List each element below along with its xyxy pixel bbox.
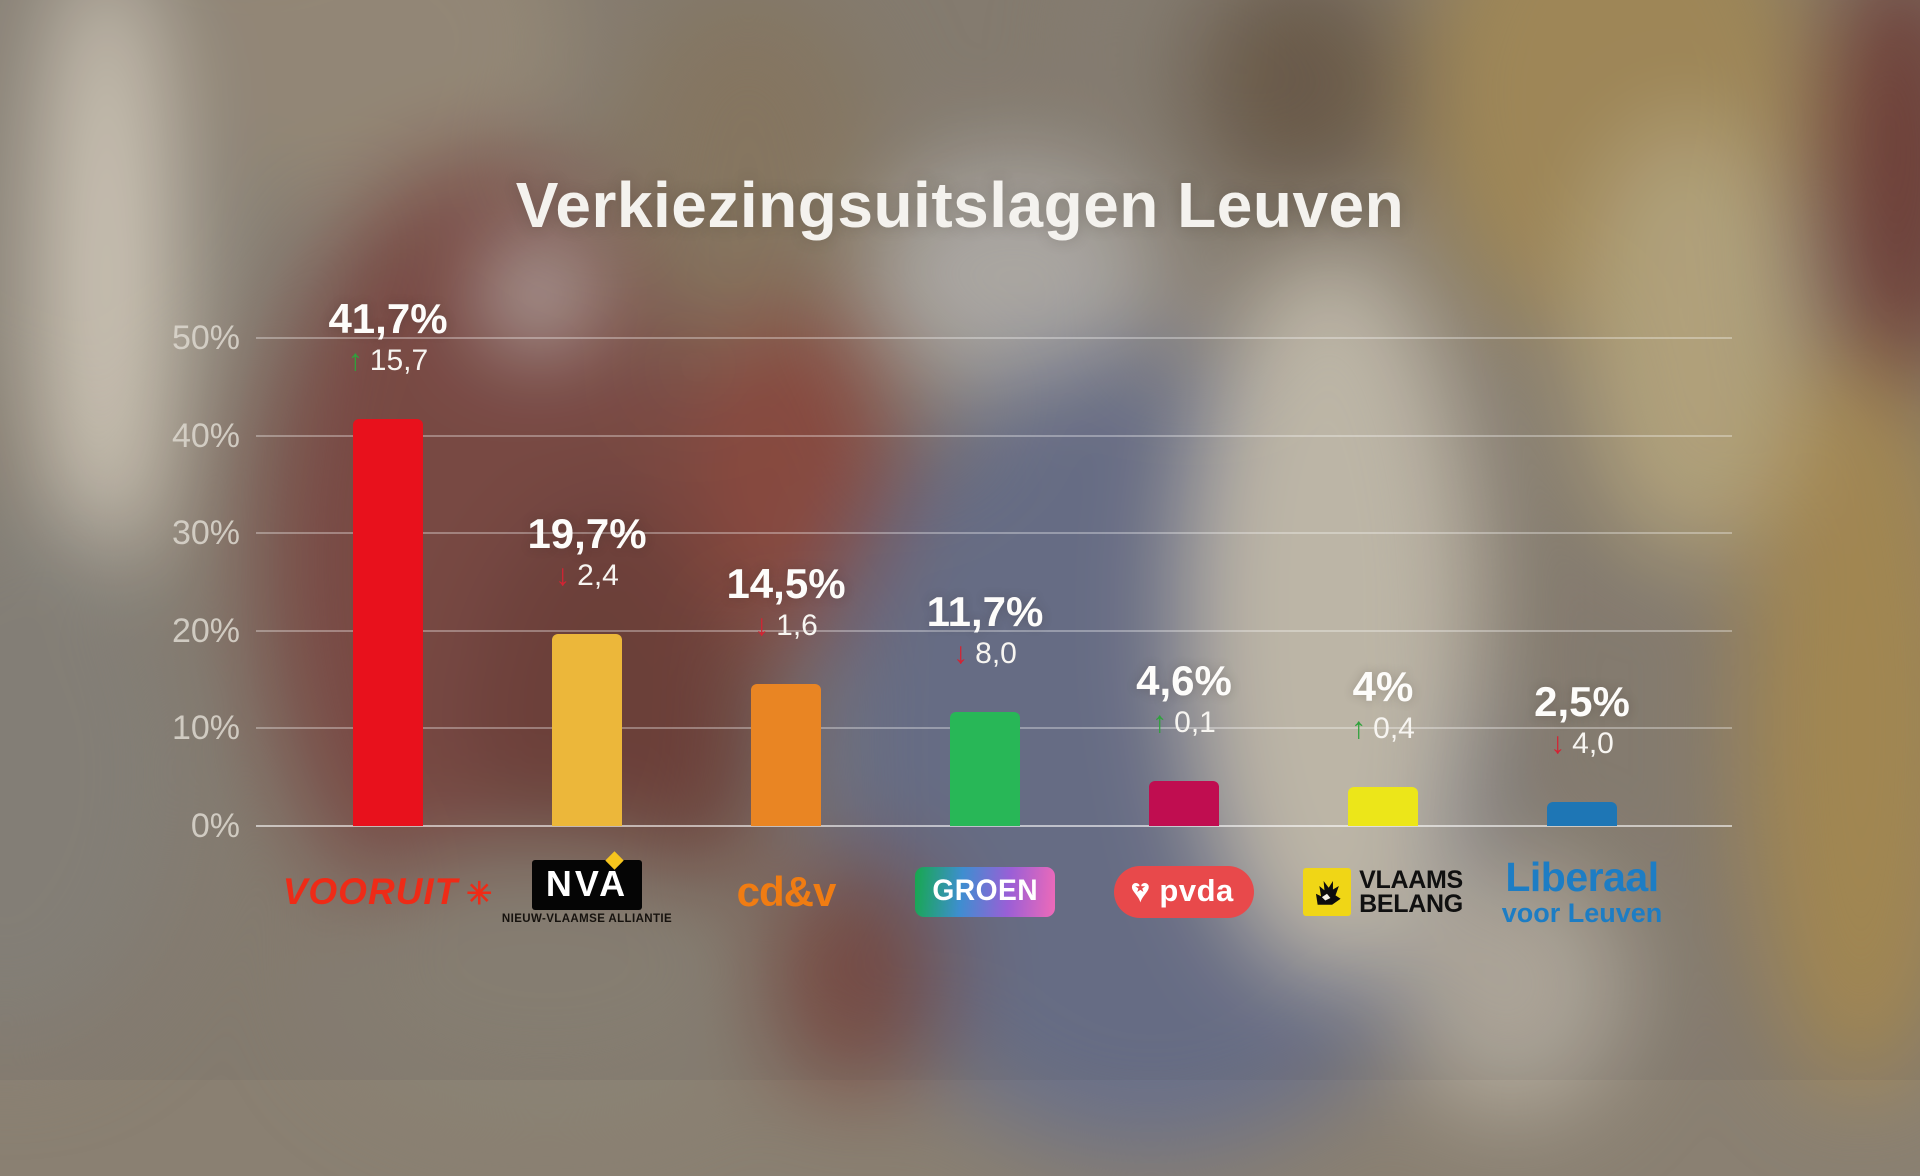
up-arrow-icon: ↑ <box>347 344 363 377</box>
vooruit-star-icon: ✳ <box>466 876 494 911</box>
party-logo-PVDA: ♥ ★ pvda <box>1064 844 1304 940</box>
change-label-Groen: ↓ 8,0 <box>953 636 1017 670</box>
down-arrow-icon: ↓ <box>953 636 969 670</box>
value-label-Liberaal voor Leuven: 2,5% <box>1534 677 1630 725</box>
nva-caption: NIEUW-VLAAMSE ALLIANTIE <box>501 912 673 925</box>
y-axis-tick-label: 30% <box>171 514 240 553</box>
value-label-Vlaams Belang: 4% <box>1352 662 1414 710</box>
bar-PVDA <box>1149 781 1219 826</box>
vooruit-logo: VOORUIT ✳ <box>282 871 494 912</box>
change-label-cd&v: ↓ 1,6 <box>754 609 818 643</box>
change-label-PVDA: ↑ 0,1 <box>1152 706 1216 740</box>
value-label-Vooruit: 41,7% <box>328 295 448 342</box>
bar-Vlaams Belang <box>1348 786 1418 826</box>
value-label-N-VA: 19,7% <box>527 509 647 557</box>
vb-line2: BELANG <box>1359 890 1463 918</box>
gridline-50% <box>256 337 1732 339</box>
vlaams-belang-logo-text: VLAAMS BELANG <box>1359 866 1463 918</box>
change-label-Vooruit: ↑ 15,7 <box>347 344 429 377</box>
bar-Groen <box>950 711 1020 826</box>
liberaal-voor-leuven-logo: Liberaal voor Leuven <box>1502 856 1663 928</box>
y-axis-tick-label: 0% <box>190 807 240 845</box>
y-axis-tick-label: 10% <box>171 709 240 748</box>
up-arrow-icon: ↑ <box>1351 711 1367 745</box>
gridline-40% <box>256 434 1732 437</box>
vlaams-belang-lion-emblem <box>1303 868 1352 916</box>
up-arrow-icon: ↑ <box>1152 706 1168 740</box>
value-label-Groen: 11,7% <box>926 587 1044 635</box>
pvda-heart-icon: ♥ ★ <box>1130 872 1151 910</box>
party-logo-Vlaams Belang: VLAAMS BELANG <box>1263 844 1503 940</box>
groen-logo-text: GROEN <box>932 874 1038 907</box>
pvda-logo-pill: ♥ ★ pvda <box>1114 866 1254 918</box>
change-label-Vlaams Belang: ↑ 0,4 <box>1351 711 1415 745</box>
lion-icon <box>1316 880 1341 905</box>
party-logo-Groen: GROEN <box>865 844 1105 940</box>
bar-cd&v <box>751 684 821 826</box>
y-axis-tick-label: 50% <box>171 319 240 357</box>
value-label-PVDA: 4,6% <box>1136 657 1232 705</box>
gridline-30% <box>256 532 1732 535</box>
change-label-N-VA: ↓ 2,4 <box>555 558 619 592</box>
down-arrow-icon: ↓ <box>555 558 571 592</box>
party-logo-N-VA: NVA NIEUW-VLAAMSE ALLIANTIE <box>467 844 707 940</box>
gridline-20% <box>256 629 1732 632</box>
bar-Vooruit <box>353 419 423 826</box>
cdv-logo: cd&v <box>736 868 837 915</box>
nva-logo-box: NVA <box>531 850 643 910</box>
gridline-0% <box>256 825 1732 827</box>
bar-Liberaal voor Leuven <box>1547 801 1617 826</box>
party-logo-Vooruit: VOORUIT ✳ <box>268 844 508 940</box>
down-arrow-icon: ↓ <box>754 609 770 643</box>
groen-logo-badge: GROEN <box>914 867 1056 917</box>
liberaal-line1: Liberaal <box>1505 854 1659 900</box>
y-axis-tick-label: 40% <box>171 416 240 455</box>
vb-line1: VLAAMS <box>1359 866 1463 894</box>
party-logo-cd&v: cd&v <box>666 844 906 940</box>
liberaal-line2: voor Leuven <box>1501 898 1663 928</box>
vlaams-belang-logo: VLAAMS BELANG <box>1303 866 1463 918</box>
election-results-chart: Verkiezingsuitslagen Leuven 0% 10% 20% 30% 4… <box>171 169 1732 940</box>
party-logo-Liberaal voor Leuven: Liberaal voor Leuven <box>1462 844 1702 940</box>
y-axis-tick-label: 20% <box>171 611 240 650</box>
value-label-cd&v: 14,5% <box>726 560 846 608</box>
nva-logo-text: NVA <box>545 862 629 904</box>
down-arrow-icon: ↓ <box>1550 726 1566 760</box>
chart-title: Verkiezingsuitslagen Leuven <box>515 169 1405 241</box>
pvda-logo-text: pvda <box>1159 873 1234 908</box>
change-label-Liberaal voor Leuven: ↓ 4,0 <box>1550 726 1614 760</box>
bar-N-VA <box>552 633 622 826</box>
pvda-star-icon: ★ <box>1134 880 1147 896</box>
